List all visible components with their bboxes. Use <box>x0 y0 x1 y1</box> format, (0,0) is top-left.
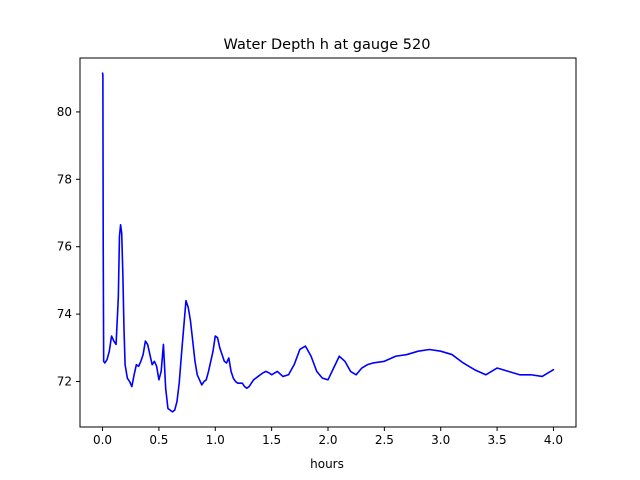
x-tick-label: 4.0 <box>544 433 563 447</box>
x-tick-label: 2.0 <box>318 433 337 447</box>
x-axis-label: hours <box>310 457 344 471</box>
y-tick-label: 74 <box>57 307 72 321</box>
chart-title: Water Depth h at gauge 520 <box>224 37 431 53</box>
x-tick-label: 1.5 <box>262 433 281 447</box>
series-line-0 <box>101 72 555 413</box>
y-tick-label: 76 <box>57 240 72 254</box>
x-tick-label: 3.0 <box>431 433 450 447</box>
plot-area: 0.0 0.5 1.0 1.5 2.0 2.5 3.0 3.5 4.0 72 74 76 78 80 <box>57 57 577 447</box>
x-tick-label: 0.0 <box>93 433 112 447</box>
x-tick-label: 1.0 <box>206 433 225 447</box>
x-tick-label: 3.5 <box>488 433 507 447</box>
y-tick-label: 72 <box>57 375 72 389</box>
y-tick-label: 80 <box>57 105 72 119</box>
y-tick-label: 78 <box>57 172 72 186</box>
x-tick-label: 2.5 <box>375 433 394 447</box>
x-tick-label: 0.5 <box>149 433 168 447</box>
